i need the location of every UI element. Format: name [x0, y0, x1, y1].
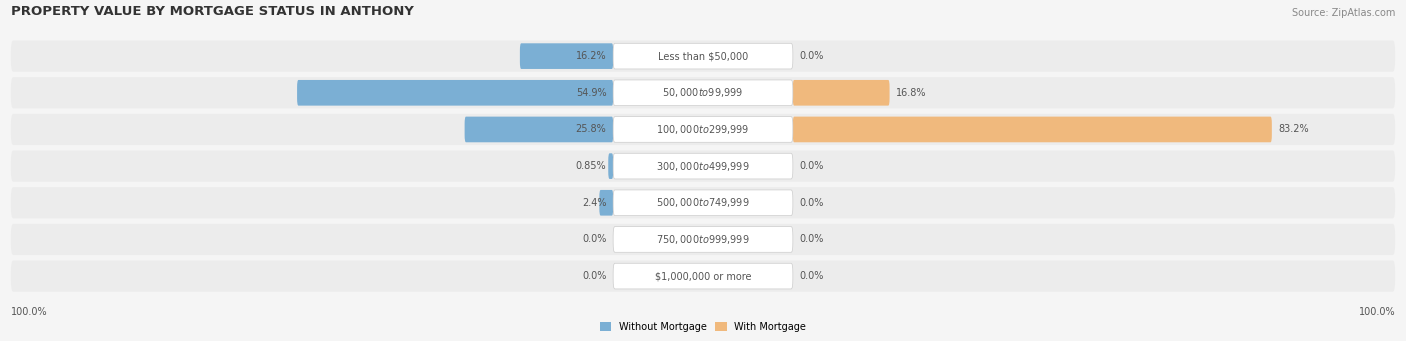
Text: 0.0%: 0.0%: [800, 51, 824, 61]
Text: 0.0%: 0.0%: [582, 271, 606, 281]
FancyBboxPatch shape: [613, 43, 793, 69]
FancyBboxPatch shape: [609, 153, 613, 179]
FancyBboxPatch shape: [11, 224, 1395, 255]
FancyBboxPatch shape: [613, 80, 793, 106]
Text: $1,000,000 or more: $1,000,000 or more: [655, 271, 751, 281]
FancyBboxPatch shape: [11, 114, 1395, 145]
Legend: Without Mortgage, With Mortgage: Without Mortgage, With Mortgage: [596, 318, 810, 336]
Text: 16.8%: 16.8%: [896, 88, 927, 98]
FancyBboxPatch shape: [11, 261, 1395, 292]
Text: $500,000 to $749,999: $500,000 to $749,999: [657, 196, 749, 209]
FancyBboxPatch shape: [11, 77, 1395, 108]
Text: 16.2%: 16.2%: [576, 51, 606, 61]
Text: Less than $50,000: Less than $50,000: [658, 51, 748, 61]
FancyBboxPatch shape: [297, 80, 613, 106]
FancyBboxPatch shape: [793, 80, 890, 106]
Text: 100.0%: 100.0%: [11, 307, 48, 317]
Text: 0.0%: 0.0%: [800, 198, 824, 208]
Text: 0.0%: 0.0%: [800, 235, 824, 244]
Text: 2.4%: 2.4%: [582, 198, 606, 208]
Text: 0.0%: 0.0%: [582, 235, 606, 244]
Text: 54.9%: 54.9%: [576, 88, 606, 98]
Text: 0.0%: 0.0%: [800, 271, 824, 281]
Text: 25.8%: 25.8%: [575, 124, 606, 134]
FancyBboxPatch shape: [793, 117, 1272, 142]
FancyBboxPatch shape: [613, 263, 793, 289]
FancyBboxPatch shape: [613, 190, 793, 216]
FancyBboxPatch shape: [11, 187, 1395, 218]
Text: $50,000 to $99,999: $50,000 to $99,999: [662, 86, 744, 99]
FancyBboxPatch shape: [599, 190, 613, 216]
Text: $750,000 to $999,999: $750,000 to $999,999: [657, 233, 749, 246]
FancyBboxPatch shape: [464, 117, 613, 142]
FancyBboxPatch shape: [613, 227, 793, 252]
FancyBboxPatch shape: [613, 117, 793, 142]
Text: PROPERTY VALUE BY MORTGAGE STATUS IN ANTHONY: PROPERTY VALUE BY MORTGAGE STATUS IN ANT…: [11, 5, 413, 18]
Text: 83.2%: 83.2%: [1278, 124, 1309, 134]
Text: $100,000 to $299,999: $100,000 to $299,999: [657, 123, 749, 136]
FancyBboxPatch shape: [613, 153, 793, 179]
Text: 0.0%: 0.0%: [800, 161, 824, 171]
FancyBboxPatch shape: [520, 43, 613, 69]
FancyBboxPatch shape: [11, 150, 1395, 182]
Text: 0.85%: 0.85%: [576, 161, 606, 171]
FancyBboxPatch shape: [11, 41, 1395, 72]
Text: 100.0%: 100.0%: [1358, 307, 1395, 317]
Text: Source: ZipAtlas.com: Source: ZipAtlas.com: [1292, 8, 1395, 18]
Text: $300,000 to $499,999: $300,000 to $499,999: [657, 160, 749, 173]
